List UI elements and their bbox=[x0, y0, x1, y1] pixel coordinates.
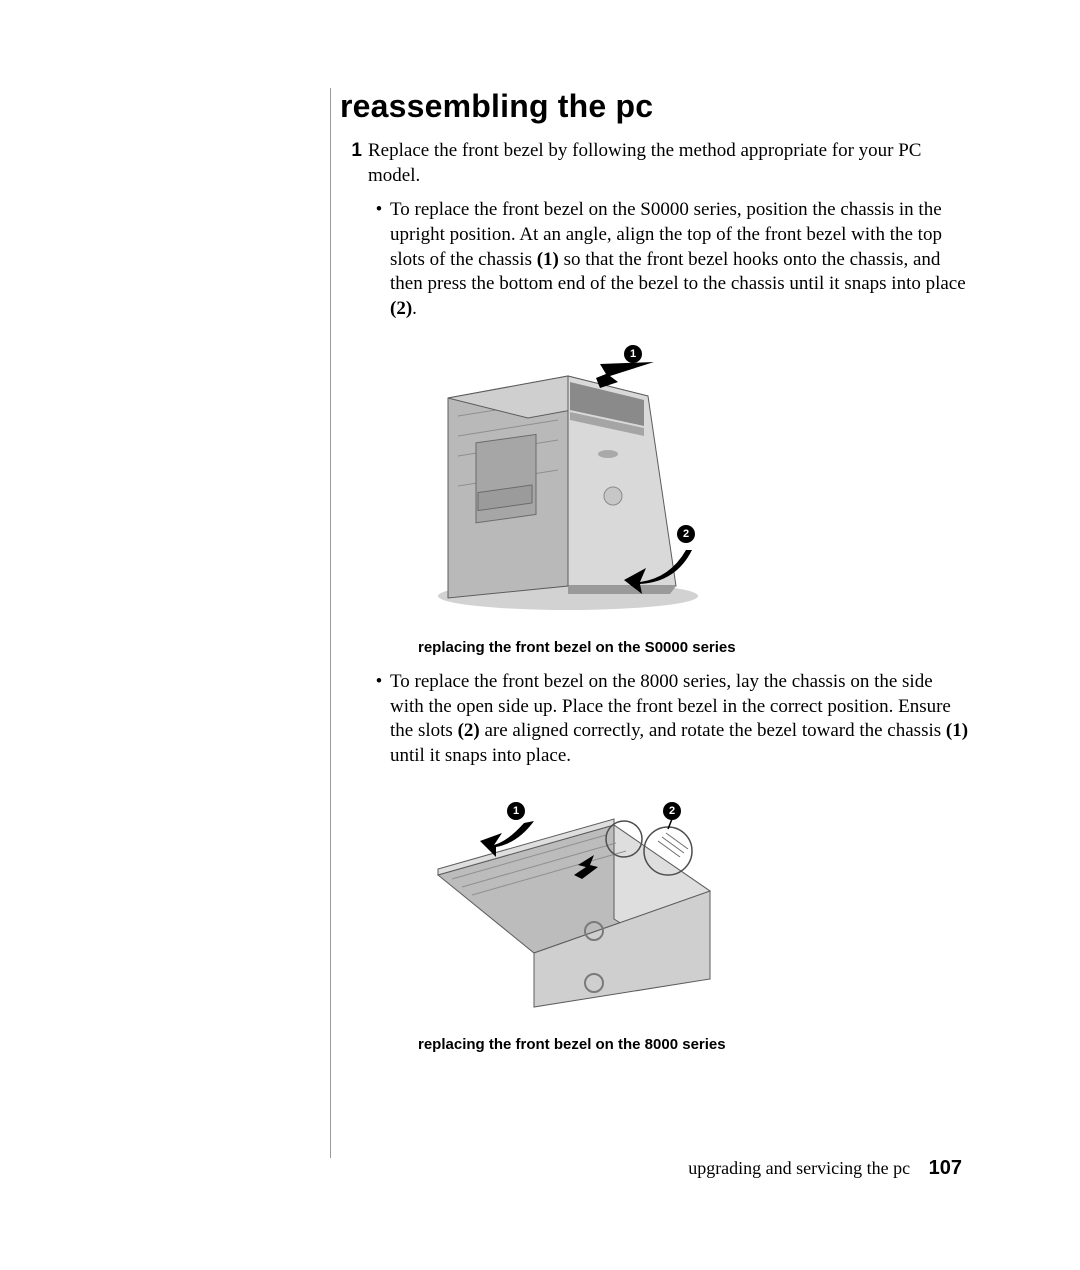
bullet-marker: • bbox=[368, 670, 390, 769]
bullet-marker: • bbox=[368, 198, 390, 321]
svg-text:1: 1 bbox=[630, 348, 636, 360]
section-heading: reassembling the pc bbox=[340, 88, 970, 125]
page-footer: upgrading and servicing the pc 107 bbox=[688, 1157, 962, 1180]
svg-text:2: 2 bbox=[669, 805, 675, 817]
figure-s0000-svg: 1 2 bbox=[418, 336, 718, 616]
step-number: 1 bbox=[340, 139, 362, 188]
figure-caption-2: replacing the front bezel on the 8000 se… bbox=[418, 1036, 970, 1053]
bullet-item: • To replace the front bezel on the 8000… bbox=[368, 670, 970, 769]
figure-caption-1: replacing the front bezel on the S0000 s… bbox=[418, 639, 970, 656]
footer-text: upgrading and servicing the pc bbox=[688, 1158, 910, 1178]
page-content: reassembling the pc 1 Replace the front … bbox=[340, 88, 970, 1067]
figure-s0000: 1 2 bbox=[418, 336, 970, 621]
bullet-text: To replace the front bezel on the 8000 s… bbox=[390, 670, 970, 769]
vertical-rule bbox=[330, 88, 331, 1158]
step-1: 1 Replace the front bezel by following t… bbox=[340, 139, 970, 188]
figure-8000-svg: 1 2 bbox=[418, 783, 718, 1013]
step-text: Replace the front bezel by following the… bbox=[368, 139, 970, 188]
figure-8000: 1 2 bbox=[418, 783, 970, 1018]
bullet-item: • To replace the front bezel on the S000… bbox=[368, 198, 970, 321]
bullet-list: • To replace the front bezel on the S000… bbox=[368, 198, 970, 1052]
svg-text:1: 1 bbox=[513, 805, 519, 817]
bullet-text: To replace the front bezel on the S0000 … bbox=[390, 198, 970, 321]
page-number: 107 bbox=[929, 1157, 962, 1179]
svg-text:2: 2 bbox=[683, 528, 689, 540]
